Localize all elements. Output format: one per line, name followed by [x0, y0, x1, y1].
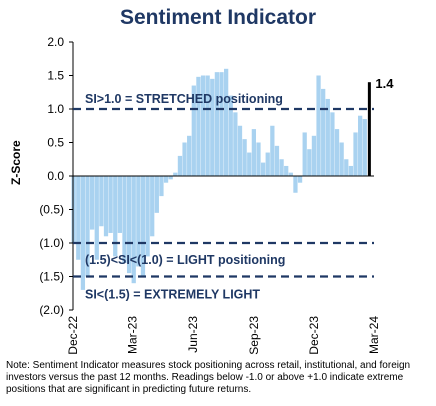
x-tick-label: Jun-23 — [186, 316, 200, 353]
chart-bar — [353, 132, 358, 176]
chart-bar — [145, 176, 150, 257]
reference-line-label: SI<(1.5) = EXTREMELY LIGHT — [85, 288, 260, 302]
chart-bar — [325, 98, 330, 176]
chart-bar — [117, 176, 122, 233]
footnote: Note: Sentiment Indicator measures stock… — [6, 360, 411, 395]
chart-bar — [362, 119, 367, 176]
chart-bar — [182, 142, 187, 176]
chart-bar — [210, 78, 215, 176]
chart-bar — [334, 129, 340, 176]
chart-bar — [279, 159, 284, 176]
chart-bar — [224, 68, 229, 176]
y-tick-label: (2.0) — [39, 303, 64, 317]
chart-bar — [159, 176, 164, 197]
chart-bar — [242, 139, 247, 176]
x-tick-label: Mar-24 — [367, 316, 381, 354]
latest-bar — [367, 82, 371, 176]
chart-bar — [297, 176, 303, 183]
chart-bar — [293, 176, 298, 193]
y-axis-label: Z-Score — [9, 140, 23, 185]
x-tick-label: Mar-23 — [125, 316, 139, 354]
chart-bar — [168, 176, 173, 180]
chart-bar — [219, 72, 224, 176]
y-tick-label: (1.0) — [39, 236, 64, 250]
reference-line-label: (1.5)<SI<(1.0) = LIGHT positioning — [85, 253, 285, 267]
chart-bar — [196, 76, 201, 176]
chart-bar — [302, 132, 307, 176]
chart-bar — [126, 176, 132, 274]
chart-bar — [187, 135, 192, 176]
sentiment-chart: 1.4 2.0 1.5 1.0 0.5 0.0 (0.5) (1.0) (1.5) (2.0) Z-… — [9, 35, 394, 355]
chart-bar — [90, 176, 95, 230]
chart-bar — [71, 176, 76, 243]
chart-title: Sentiment Indicator — [119, 6, 317, 29]
chart-bar — [177, 155, 183, 176]
chart-bar — [321, 88, 326, 176]
x-tick-label: Dec-22 — [66, 316, 80, 355]
chart-bar — [122, 176, 127, 264]
chart-bar — [330, 112, 335, 176]
chart-bar — [339, 142, 344, 176]
chart-bar — [284, 165, 289, 176]
chart-bar — [307, 149, 312, 176]
y-tick-label: 1.5 — [47, 69, 64, 83]
chart-bar — [85, 176, 90, 277]
chart-bar — [140, 176, 146, 277]
chart-bar — [265, 152, 270, 176]
x-tick-label: Dec-23 — [307, 316, 321, 355]
latest-value-label: 1.4 — [375, 76, 394, 91]
chart-bar — [214, 72, 220, 176]
chart-bar — [76, 176, 81, 260]
chart-bar — [233, 112, 238, 176]
chart-bar — [247, 152, 252, 176]
chart-bar — [103, 176, 109, 237]
chart-bar — [358, 115, 363, 176]
chart-bar — [80, 176, 86, 290]
y-tick-label: 2.0 — [47, 35, 64, 49]
chart-bar — [288, 172, 293, 176]
chart-bar — [205, 75, 210, 176]
chart-bar — [270, 125, 275, 176]
chart-bar — [311, 135, 317, 176]
chart-bar — [228, 95, 233, 176]
chart-bar — [237, 125, 243, 176]
x-tick-label: Sep-23 — [247, 316, 261, 355]
chart-bar — [150, 176, 155, 237]
chart-bar — [344, 159, 349, 176]
chart-bar — [256, 142, 261, 176]
chart-bar — [163, 176, 169, 183]
chart-bar — [173, 172, 178, 176]
chart-bar — [99, 176, 104, 227]
chart-bar — [274, 145, 280, 176]
y-tick-label: 0.5 — [47, 136, 64, 150]
y-tick-label: 1.0 — [47, 102, 64, 116]
chart-bar — [348, 165, 354, 176]
reference-line-label: SI>1.0 = STRETCHED positioning — [85, 92, 283, 106]
y-tick-label: (0.5) — [39, 203, 64, 217]
chart-bar — [136, 176, 141, 267]
chart-bar — [154, 176, 159, 213]
chart-bar — [191, 85, 196, 176]
y-tick-label: 0.0 — [47, 169, 64, 183]
chart-bar — [131, 176, 136, 284]
chart-bar — [200, 75, 206, 176]
chart-bar — [113, 176, 118, 257]
chart-bar — [260, 162, 266, 176]
chart-bar — [108, 176, 113, 233]
y-tick-label: (1.5) — [39, 270, 64, 284]
chart-bar — [251, 129, 256, 176]
chart-bar — [316, 75, 321, 176]
chart-bar — [94, 176, 99, 260]
